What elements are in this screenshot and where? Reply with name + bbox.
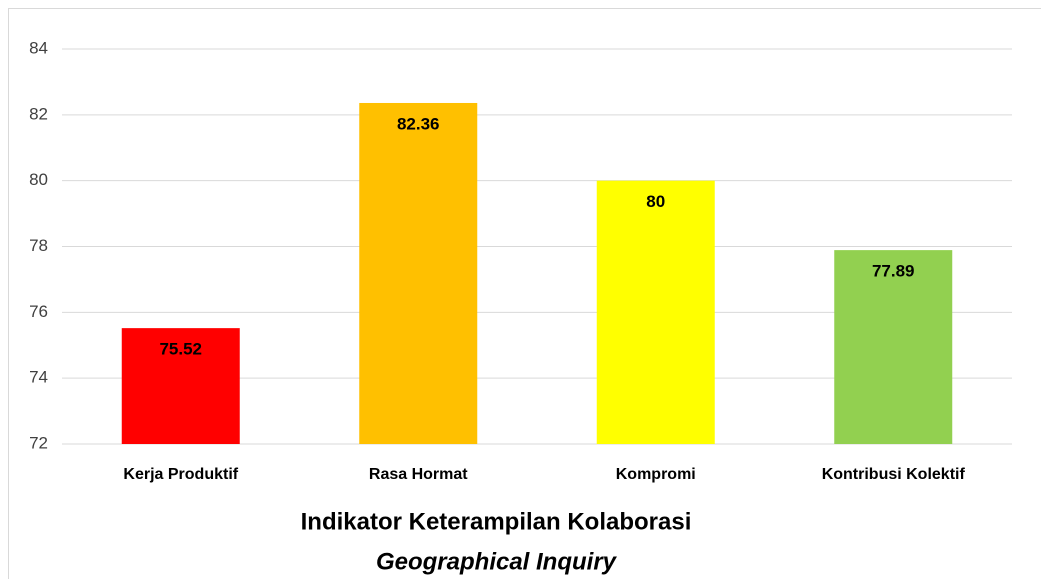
chart-border (8, 8, 1041, 579)
y-tick-label: 76 (29, 302, 48, 321)
y-tick-label: 80 (29, 170, 48, 189)
chart-subtitle: Geographical Inquiry (376, 548, 618, 575)
value-label: 75.52 (159, 340, 202, 359)
chart-title: Indikator Keterampilan Kolaborasi (301, 508, 692, 535)
y-tick-label: 82 (29, 104, 48, 123)
bar (596, 180, 715, 444)
x-tick-label: Rasa Hormat (369, 466, 468, 483)
value-label: 80 (646, 192, 665, 211)
y-tick-label: 72 (29, 433, 48, 452)
x-tick-label: Kontribusi Kolektif (822, 466, 966, 483)
y-tick-label: 78 (29, 236, 48, 255)
bar (359, 102, 478, 444)
value-label: 82.36 (397, 114, 440, 133)
x-tick-label: Kompromi (616, 466, 696, 483)
x-tick-label: Kerja Produktif (123, 466, 238, 483)
value-label: 77.89 (872, 262, 915, 281)
bar (834, 250, 953, 444)
bar (121, 328, 240, 444)
y-tick-label: 74 (29, 368, 48, 387)
y-tick-label: 84 (29, 38, 48, 57)
